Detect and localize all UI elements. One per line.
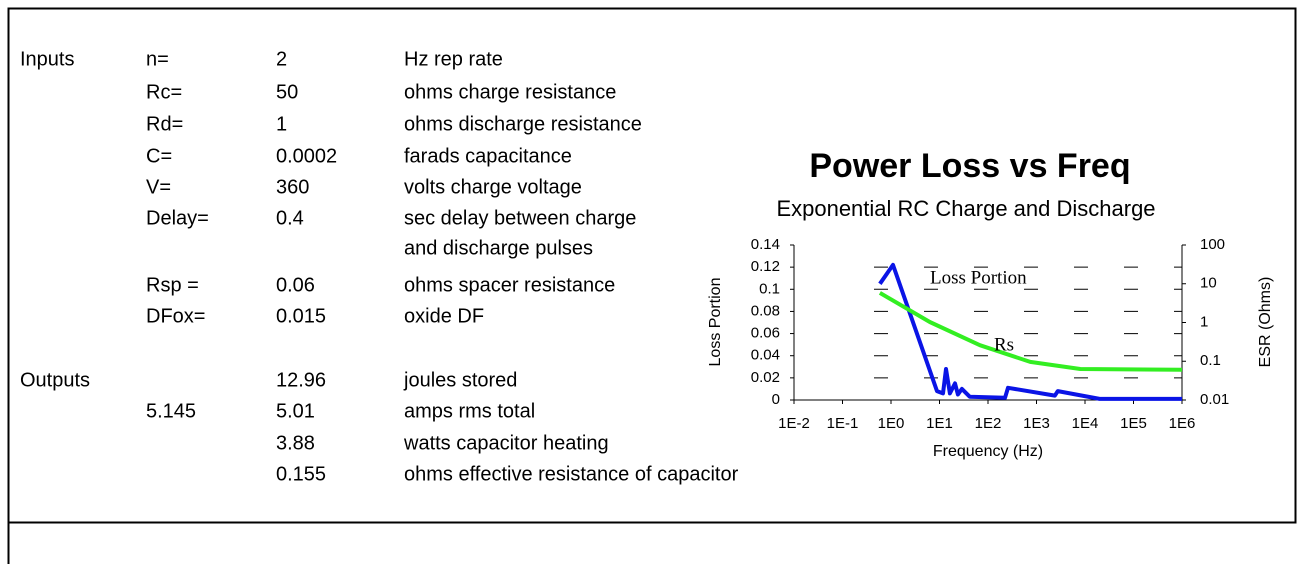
x-tick-label: 1E-2 xyxy=(778,415,810,432)
y-tick-label: 0 xyxy=(772,391,780,408)
cell-desc: watts capacitor heating xyxy=(403,432,609,454)
cell-name: Rsp = xyxy=(146,274,199,296)
cell-value: 0.4 xyxy=(276,207,304,229)
cell-value: 0.155 xyxy=(276,463,326,485)
cell-name: DFox= xyxy=(146,305,205,327)
cell-name: Rc= xyxy=(146,81,182,103)
cell-desc: Hz rep rate xyxy=(404,48,503,70)
y-tick-label: 0.1 xyxy=(759,280,780,297)
cell-desc: amps rms total xyxy=(404,400,535,422)
series-line xyxy=(878,262,1182,401)
cell-name: V= xyxy=(146,176,171,198)
x-tick-label: 1E-1 xyxy=(827,415,859,432)
cell-value: 360 xyxy=(276,176,309,198)
cell-group: Inputs xyxy=(20,48,74,70)
x-tick-label: 1E4 xyxy=(1072,415,1099,432)
series-label: Rs xyxy=(994,334,1014,355)
cell-desc: oxide DF xyxy=(404,305,484,327)
y2-tick-label: 0.1 xyxy=(1200,352,1221,369)
cell-value: 2 xyxy=(276,48,287,70)
cell-desc: farads capacitance xyxy=(404,145,572,167)
cell-desc: ohms discharge resistance xyxy=(404,113,642,135)
y2-tick-label: 0.01 xyxy=(1200,391,1229,408)
y2-axis-label: ESR (Ohms) xyxy=(1257,277,1274,368)
x-axis-label: Frequency (Hz) xyxy=(933,443,1043,460)
y-tick-label: 0.04 xyxy=(751,347,780,364)
cell-value: 1 xyxy=(276,113,287,135)
cell-value: 50 xyxy=(276,81,298,103)
cell-group: Outputs xyxy=(20,369,90,391)
cell-value: 12.96 xyxy=(276,369,326,391)
cell-value: 3.88 xyxy=(276,432,315,454)
cell-desc: ohms spacer resistance xyxy=(404,274,615,296)
chart: Power Loss vs Freq Exponential RC Charge… xyxy=(707,147,1274,460)
y2-tick-label: 10 xyxy=(1200,275,1217,292)
cell-name: Delay= xyxy=(146,207,209,229)
series-label: Loss Portion xyxy=(930,267,1027,288)
y-tick-label: 0.08 xyxy=(751,302,780,319)
y2-tick-label: 100 xyxy=(1200,236,1225,253)
chart-title: Power Loss vs Freq xyxy=(809,147,1130,185)
x-tick-label: 1E6 xyxy=(1169,415,1196,432)
table: Inputs n= 2 Hz rep rate Rc= 50 ohms charge res… xyxy=(20,48,739,485)
x-tick-label: 1E2 xyxy=(975,415,1002,432)
cell-name: 5.145 xyxy=(146,400,196,422)
chart-subtitle: Exponential RC Charge and Discharge xyxy=(776,196,1155,221)
cell-value: 5.01 xyxy=(276,400,315,422)
sheet-border xyxy=(7,7,1297,564)
x-tick-label: 1E5 xyxy=(1120,415,1147,432)
x-tick-label: 1E0 xyxy=(878,415,905,432)
x-tick-label: 1E3 xyxy=(1023,415,1050,432)
cell-desc: sec delay between charge xyxy=(404,207,636,229)
y-tick-label: 0.02 xyxy=(751,369,780,386)
cell-desc: ohms effective resistance of capacitor xyxy=(404,463,739,485)
y2-tick-label: 1 xyxy=(1200,313,1208,330)
y-tick-label: 0.12 xyxy=(751,258,780,275)
cell-value: 0.015 xyxy=(276,305,326,327)
y-tick-label: 0.06 xyxy=(751,325,780,342)
cell-value: 0.0002 xyxy=(276,145,337,167)
cell-value: 0.06 xyxy=(276,274,315,296)
y-tick-label: 0.14 xyxy=(751,236,780,253)
y-axis-label: Loss Portion xyxy=(707,278,724,367)
cell-desc: joules stored xyxy=(403,369,517,391)
cell-desc: and discharge pulses xyxy=(404,237,593,259)
cell-desc: volts charge voltage xyxy=(404,176,582,198)
x-tick-label: 1E1 xyxy=(926,415,953,432)
series-line xyxy=(878,291,1183,372)
cell-name: C= xyxy=(146,145,172,167)
cell-name: Rd= xyxy=(146,113,183,135)
cell-name: n= xyxy=(146,48,169,70)
cell-desc: ohms charge resistance xyxy=(404,81,616,103)
